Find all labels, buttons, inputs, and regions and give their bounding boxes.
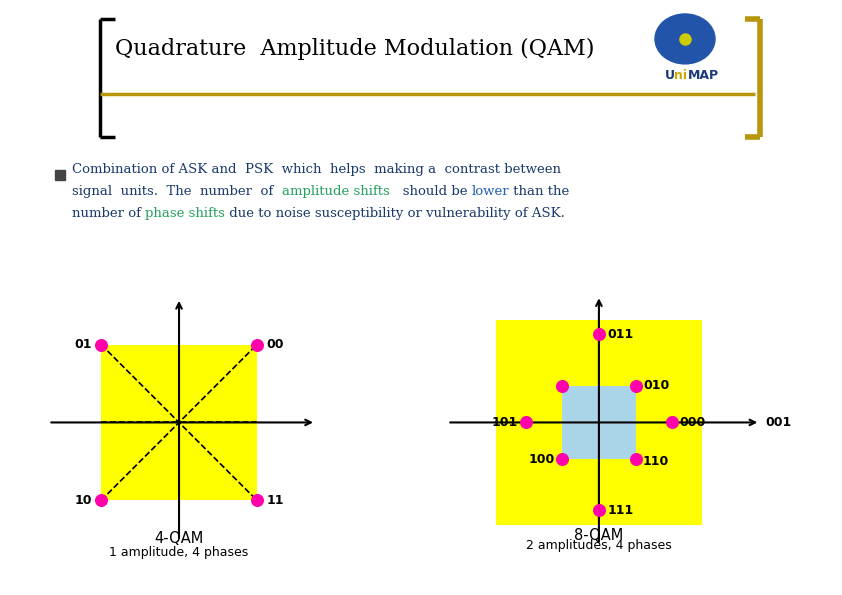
Point xyxy=(94,496,108,505)
Text: number of: number of xyxy=(72,206,146,220)
Point xyxy=(665,418,679,427)
Bar xyxy=(101,345,257,500)
Point xyxy=(519,418,532,427)
Text: should be: should be xyxy=(390,184,472,198)
Text: 010: 010 xyxy=(643,379,669,392)
Point xyxy=(629,381,642,390)
Text: 2 amplitudes, 4 phases: 2 amplitudes, 4 phases xyxy=(526,539,672,552)
Ellipse shape xyxy=(655,14,715,64)
Text: signal  units.  The  number  of: signal units. The number of xyxy=(72,184,282,198)
Text: due to noise susceptibility or vulnerability of ASK.: due to noise susceptibility or vulnerabi… xyxy=(225,206,565,220)
Text: 8-QAM: 8-QAM xyxy=(574,528,624,543)
Point xyxy=(94,340,108,349)
Text: Quadrature  Amplitude Modulation (QAM): Quadrature Amplitude Modulation (QAM) xyxy=(115,38,594,60)
Text: lower: lower xyxy=(472,184,509,198)
Point xyxy=(250,496,264,505)
Bar xyxy=(496,320,701,525)
Text: 110: 110 xyxy=(643,455,669,468)
Text: 11: 11 xyxy=(266,494,284,507)
Text: 01: 01 xyxy=(74,338,92,351)
Text: phase shifts: phase shifts xyxy=(146,206,225,220)
Bar xyxy=(55,170,65,180)
Point xyxy=(629,455,642,464)
Text: 4-QAM: 4-QAM xyxy=(154,531,204,546)
Text: U: U xyxy=(665,70,675,82)
Text: 001: 001 xyxy=(765,416,791,429)
Text: Combination of ASK and  PSK  which  helps  making a  contrast between: Combination of ASK and PSK which helps m… xyxy=(72,162,561,176)
Text: ni: ni xyxy=(674,70,687,82)
Point xyxy=(556,381,569,390)
Point xyxy=(556,455,569,464)
Text: 10: 10 xyxy=(74,494,92,507)
Text: MAP: MAP xyxy=(688,70,719,82)
Text: amplitude shifts: amplitude shifts xyxy=(282,184,390,198)
Text: 000: 000 xyxy=(679,416,706,429)
Text: than the: than the xyxy=(509,184,569,198)
Text: 101: 101 xyxy=(492,416,519,429)
Text: 011: 011 xyxy=(608,328,634,341)
Text: 111: 111 xyxy=(608,504,634,517)
Point xyxy=(250,340,264,349)
Point xyxy=(592,330,605,339)
Text: 1 amplitude, 4 phases: 1 amplitude, 4 phases xyxy=(109,546,248,559)
Point xyxy=(592,506,605,515)
Text: 00: 00 xyxy=(266,338,284,351)
Bar xyxy=(562,386,636,459)
Text: 100: 100 xyxy=(529,453,555,466)
